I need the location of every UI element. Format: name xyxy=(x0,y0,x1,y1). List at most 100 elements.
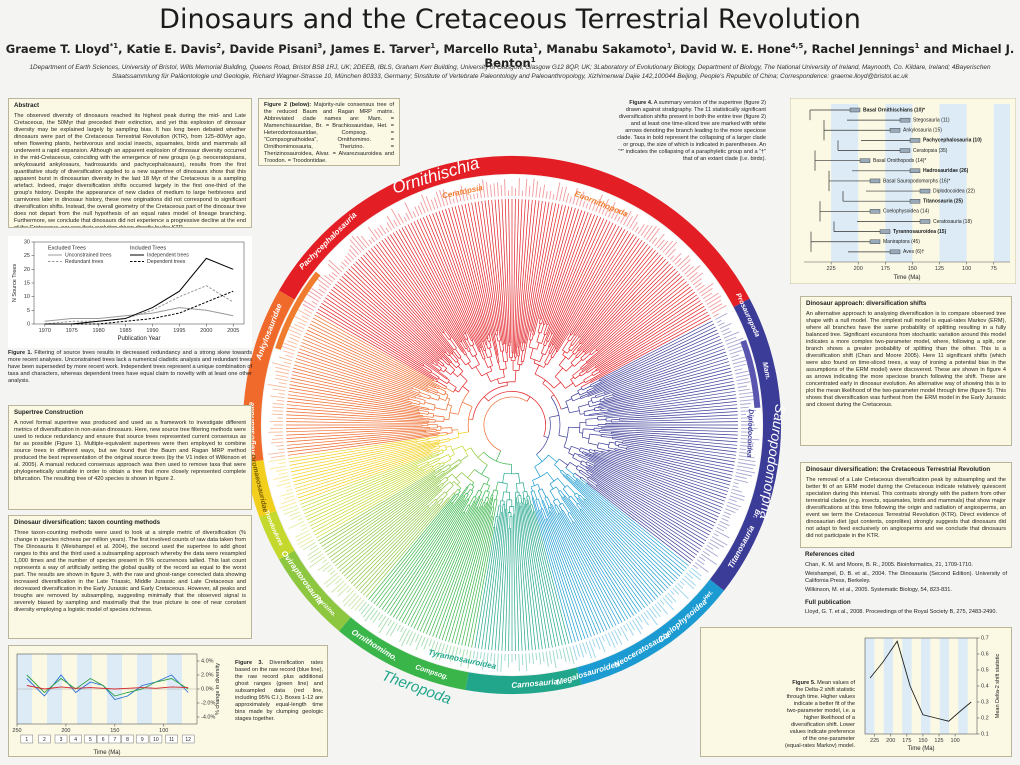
figure-4-tree: Basal Ornithischians (10)* Stegosauria (1… xyxy=(790,98,1016,284)
taxon-counting-text: Three taxon-counting methods were used t… xyxy=(14,529,246,613)
x-tick-label: 2000 xyxy=(200,328,212,334)
x-tick-label: 225 xyxy=(827,266,836,272)
x-tick-label: 150 xyxy=(918,738,927,744)
author-affiliation: 2 xyxy=(216,42,222,51)
x-tick-label: 175 xyxy=(881,266,890,272)
tree-branches xyxy=(317,447,488,598)
y-tick-label: 0.4 xyxy=(981,683,989,689)
tree-branches xyxy=(300,445,471,539)
bin-box xyxy=(20,734,34,744)
poster-title: Dinosaurs and the Cretaceous Terrestrial… xyxy=(159,4,861,35)
x-tick-label: 150 xyxy=(908,266,917,272)
caption-label: Figure 2 (below): xyxy=(264,102,312,108)
taxon-label: Titanosauria (25) xyxy=(923,199,963,205)
references-heading: References cited xyxy=(805,551,855,558)
tree-branches xyxy=(285,314,528,456)
taxon-label: Basal Sauropodomorphs (16)* xyxy=(883,178,950,184)
y-tick-label: 0.5 xyxy=(981,667,989,673)
bin-label: 1 xyxy=(25,737,28,743)
y-tick-label: -4.0% xyxy=(201,714,215,720)
bin-label: 2 xyxy=(43,737,46,743)
caption-text: Filtering of source trees results in dec… xyxy=(8,350,252,384)
bin-box xyxy=(38,734,51,744)
references-box: References cited Chan, K. M. and Moore, … xyxy=(800,548,1012,624)
figure-4-caption: Figure 4. A summary version of the super… xyxy=(616,100,766,163)
author-name: , David W. E. Hone xyxy=(671,42,791,56)
supertree-text: A novel formal supertree was produced an… xyxy=(14,419,246,482)
tree-branches xyxy=(474,464,570,652)
ktr-text: The removal of a Late Cretaceous diversi… xyxy=(806,476,1006,539)
author-name: , Rachel Jennings xyxy=(803,42,915,56)
clade-ring-segment xyxy=(279,550,351,632)
taxon-label: Diplodocoidea (22) xyxy=(933,188,975,194)
taxon-label: Hadrosauridae (26) xyxy=(923,168,969,174)
author-affiliation: 1 xyxy=(430,42,436,51)
x-axis-label: Time (Ma) xyxy=(93,750,120,756)
bin-box xyxy=(121,734,134,744)
x-tick-label: 200 xyxy=(61,728,70,734)
time-stripe xyxy=(902,638,912,734)
x-tick-label: 100 xyxy=(962,266,971,272)
time-stripe xyxy=(939,104,967,262)
taxon-label: Ceratopsia (35) xyxy=(913,148,948,154)
abstract-heading: Abstract xyxy=(14,102,40,109)
collapsed-clade xyxy=(899,117,911,123)
caption-text: Diversification rates based on the raw r… xyxy=(235,660,323,722)
y-tick-label: 0.2 xyxy=(981,715,989,721)
shifts-heading: Dinosaur approach: diversification shift… xyxy=(806,300,927,307)
x-axis-label: Time (Ma) xyxy=(907,746,934,752)
tree-branches xyxy=(368,450,512,648)
y-tick-label: 25 xyxy=(24,253,30,259)
collapsed-clade xyxy=(919,219,931,224)
author-name: , Manabu Sakamoto xyxy=(538,42,667,56)
reference: Wilkinson, M. et al., 2005. Systematic B… xyxy=(805,586,952,593)
author-affiliation: *1 xyxy=(109,42,119,51)
shifts-text: An alternative approach to analysing div… xyxy=(806,310,1006,408)
taxon-name-lines xyxy=(358,601,472,669)
x-tick-label: 1970 xyxy=(39,328,51,334)
full-publication-heading: Full publication xyxy=(805,598,851,606)
collapsed-clade xyxy=(909,138,921,143)
bin-label: 11 xyxy=(169,737,174,743)
y-tick-label: 0.1 xyxy=(981,731,989,737)
taxon-label: Stegosauria (11) xyxy=(913,117,950,123)
y-axis-label: % change in diversity xyxy=(215,663,221,715)
data-line xyxy=(44,290,234,325)
taxon-label: Basal Ornithischians (10)* xyxy=(863,107,925,113)
caption-label: Figure 3. xyxy=(235,660,264,666)
author-affiliation: 3 xyxy=(317,42,323,51)
author-name: , James E. Tarver xyxy=(322,42,431,56)
y-tick-label: 0.0% xyxy=(201,686,214,692)
bin-label: 6 xyxy=(102,737,105,743)
bin-label: 8 xyxy=(126,737,129,743)
figure-5-caption: Figure 5. Mean values of the Delta-2 shi… xyxy=(785,680,855,750)
clade-ring-segment xyxy=(740,339,761,409)
collapsed-clade xyxy=(849,107,861,113)
x-tick-label: 225 xyxy=(870,738,879,744)
taxon-name-lines xyxy=(572,567,702,661)
figure-3-chart: 250 200 150 100 4.0% 2.0% 0.0% -2.0% -4.0% Time (… xyxy=(12,653,221,756)
taxon-label: Pachycephalosauria (10) xyxy=(923,138,982,144)
collapsed-clade xyxy=(919,188,931,194)
x-axis-label: Time (Ma) xyxy=(893,275,920,281)
bin-box xyxy=(149,734,163,744)
caption-label: Figure 1. xyxy=(8,350,33,356)
clade-ring-segment xyxy=(259,510,295,560)
y-tick-label: 0.7 xyxy=(981,635,989,641)
y-tick-label: 0 xyxy=(27,321,30,327)
x-tick-label: 1985 xyxy=(119,328,131,334)
figure-1-caption: Figure 1. Filtering of source trees resu… xyxy=(8,350,252,385)
reference: Weishampel, D. B. et al., 2004. The Dino… xyxy=(805,570,1007,584)
taxon-name-lines xyxy=(472,646,575,672)
time-stripe xyxy=(993,104,1010,262)
clade-label: Carnosauria xyxy=(511,677,559,690)
time-stripe xyxy=(831,104,859,262)
data-line xyxy=(26,685,189,690)
collapsed-clade xyxy=(879,229,891,234)
taxon-counting-box: Dinosaur diversification: taxon counting… xyxy=(8,515,252,639)
author-name: and Michael J. Benton xyxy=(484,42,1015,70)
y-axis-label: N Source Trees xyxy=(12,264,18,302)
bin-box xyxy=(84,734,97,744)
